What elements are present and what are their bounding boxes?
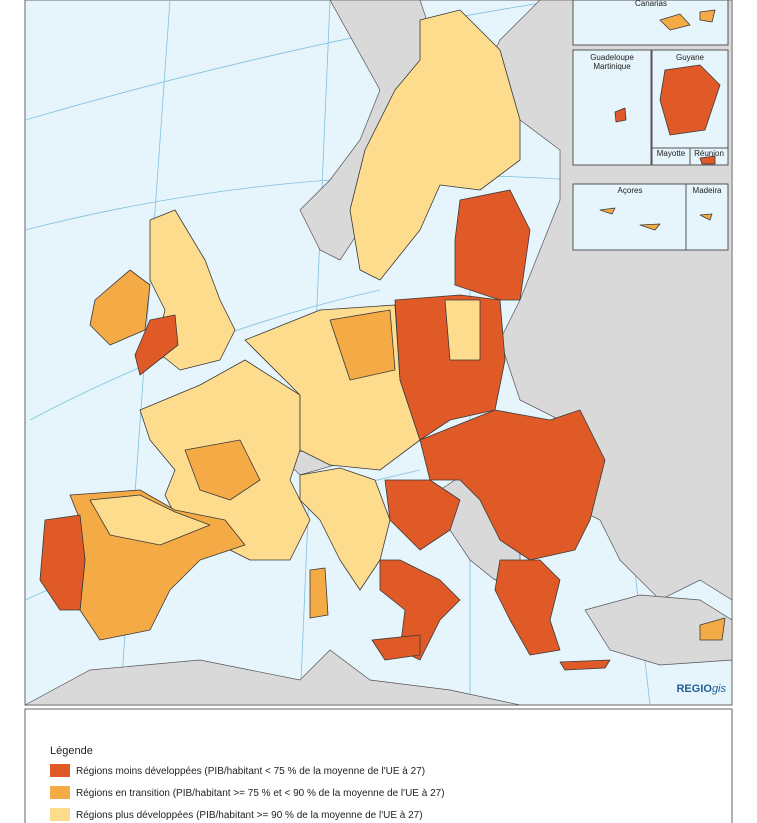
inset-label: Canarias (635, 0, 667, 8)
legend-swatch (50, 808, 70, 821)
inset-label: Guadeloupe Martinique (590, 53, 634, 71)
legend-label: Régions moins développées (PIB/habitant … (76, 766, 425, 777)
legend-label: Régions en transition (PIB/habitant >= 7… (76, 788, 445, 799)
region-sicily (371, 634, 421, 661)
region-greece (494, 559, 561, 656)
inset-label-line: Martinique (593, 62, 631, 71)
inset-label: Guyane (676, 53, 705, 62)
insets: Canarias Guadeloupe Martinique Guyane May… (572, 0, 729, 251)
region-france-transition (184, 439, 261, 501)
inset-frame (572, 49, 652, 166)
region-nordic (349, 9, 521, 281)
madeira-shape (699, 213, 713, 221)
region-cyprus (699, 617, 726, 641)
antilles-shape (614, 107, 627, 123)
credit-main: REGIO (676, 683, 712, 695)
turkey (584, 594, 733, 666)
legend-label: Régions plus développées (PIB/habitant >… (76, 810, 423, 821)
region-south-italy (379, 559, 461, 661)
legend-swatch (50, 786, 70, 799)
legend-title: Légende (50, 745, 93, 757)
region-portugal (39, 514, 86, 611)
region-east-germany (329, 309, 396, 381)
inset-label-line: Guadeloupe (590, 53, 634, 62)
legend-frame (24, 708, 733, 823)
inset-label: Mayotte (657, 149, 686, 158)
map: Canarias Guadeloupe Martinique Guyane May… (24, 0, 733, 706)
legend-swatch (50, 764, 70, 777)
credit: REGIOgis (676, 683, 726, 695)
region-ireland (89, 269, 151, 346)
legend: Légende Régions moins développées (PIB/h… (24, 708, 733, 823)
region-baltics (454, 189, 531, 301)
inset-frame (572, 183, 687, 251)
reunion-shape (699, 155, 716, 165)
region-crete (559, 659, 611, 671)
region-north-spain (89, 494, 211, 546)
region-north-italy (299, 467, 391, 591)
region-warsaw (444, 299, 481, 361)
acores-shape (599, 207, 661, 231)
region-wales (134, 314, 179, 376)
region-sardinia (309, 567, 329, 619)
inset-label: Réunion (694, 149, 724, 158)
guyane-shape (659, 64, 721, 136)
canarias-shape (659, 9, 716, 31)
inset-label: Madeira (693, 186, 722, 195)
region-romania-hungary (419, 409, 606, 561)
credit-italic: gis (712, 683, 727, 695)
north-africa (24, 649, 521, 706)
inset-label: Açores (618, 186, 643, 195)
inset-frame (572, 0, 729, 46)
